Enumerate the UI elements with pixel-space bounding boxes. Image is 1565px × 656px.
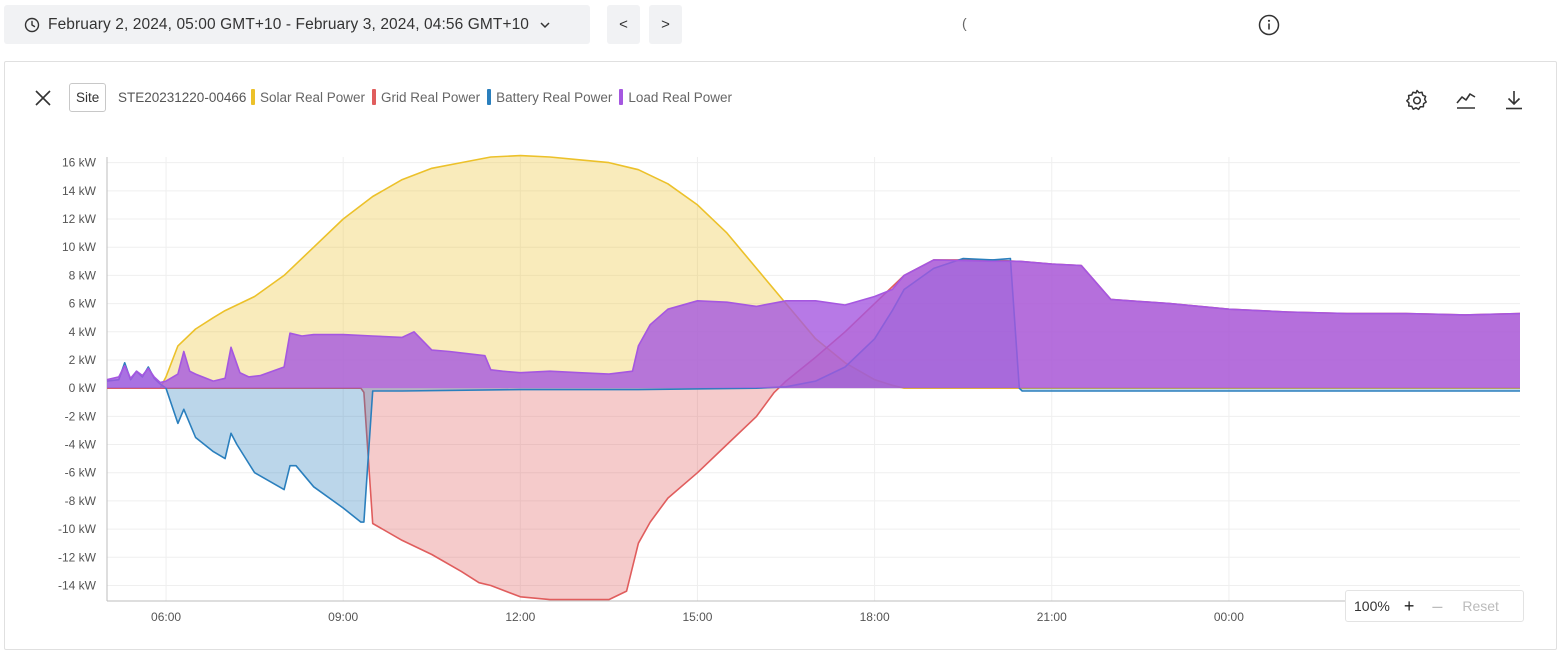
zoom-level: 100% (1354, 598, 1390, 614)
y-tick-label: 6 kW (69, 297, 97, 311)
series-area-3 (107, 259, 1520, 389)
series-line-3 (106, 259, 1521, 384)
legend-swatch (251, 89, 255, 105)
y-tick-label: 4 kW (69, 325, 97, 339)
legend-item-load[interactable]: Load Real Power (619, 89, 732, 105)
y-tick-label: -10 kW (58, 522, 97, 536)
toolbar: February 2, 2024, 05:00 GMT+10 - Februar… (0, 0, 1565, 50)
zoom-in-button[interactable]: + (1403, 595, 1415, 616)
legend-swatch (372, 89, 377, 105)
legend-item-battery[interactable]: Battery Real Power (487, 89, 612, 105)
series-line-0 (107, 154, 1520, 389)
settings-gear-icon[interactable] (1405, 88, 1429, 112)
y-tick-label: -6 kW (65, 466, 97, 480)
x-tick-label: 09:00 (328, 610, 358, 624)
y-tick-label: 14 kW (62, 184, 97, 198)
y-tick-label: 16 kW (62, 156, 97, 170)
clock-icon (24, 17, 40, 33)
reset-zoom-button[interactable]: Reset (1462, 598, 1499, 614)
x-tick-label: 00:00 (1214, 610, 1244, 624)
chevron-down-icon (539, 19, 551, 31)
site-id: STE20231220-00466 (118, 90, 247, 105)
stray-text: ( (962, 15, 967, 31)
x-tick-label: 21:00 (1037, 610, 1067, 624)
next-period-button[interactable]: > (649, 5, 682, 44)
legend-label: Grid Real Power (381, 89, 481, 105)
legend-label: Solar Real Power (260, 89, 366, 105)
y-tick-label: 8 kW (69, 268, 97, 282)
info-icon[interactable] (1258, 14, 1280, 41)
date-range-text: February 2, 2024, 05:00 GMT+10 - Februar… (48, 15, 530, 33)
date-range-picker[interactable]: February 2, 2024, 05:00 GMT+10 - Februar… (4, 5, 590, 44)
legend-label: Battery Real Power (496, 89, 613, 105)
legend-item-solar[interactable]: Solar Real Power (251, 89, 365, 105)
legend-label: Load Real Power (628, 89, 732, 105)
y-tick-label: 0 kW (69, 381, 97, 395)
y-tick-label: 12 kW (62, 212, 97, 226)
zoom-controls: 100% + – Reset (1345, 590, 1524, 622)
previous-period-button[interactable]: < (607, 5, 640, 44)
legend-item-grid[interactable]: Grid Real Power (372, 89, 480, 105)
x-tick-label: 06:00 (151, 610, 181, 624)
y-tick-label: -12 kW (58, 550, 97, 564)
series-area-0 (107, 155, 1520, 389)
x-tick-label: 18:00 (860, 610, 890, 624)
site-chip[interactable]: Site (69, 83, 107, 112)
y-tick-label: 10 kW (62, 240, 97, 254)
download-icon[interactable] (1502, 88, 1526, 112)
x-tick-label: 12:00 (505, 610, 535, 624)
x-tick-label: 15:00 (682, 610, 712, 624)
y-tick-label: -2 kW (65, 409, 97, 423)
y-tick-label: -8 kW (65, 494, 97, 508)
legend-swatch (619, 89, 624, 105)
legend: Solar Real Power Grid Real Power Battery… (251, 89, 732, 105)
y-tick-label: 2 kW (69, 353, 97, 367)
close-icon[interactable] (33, 88, 53, 108)
line-chart-icon[interactable] (1454, 88, 1478, 112)
legend-swatch (487, 89, 492, 105)
y-tick-label: -14 kW (58, 578, 97, 592)
y-tick-label: -4 kW (65, 438, 97, 452)
zoom-out-button[interactable]: – (1432, 595, 1443, 616)
